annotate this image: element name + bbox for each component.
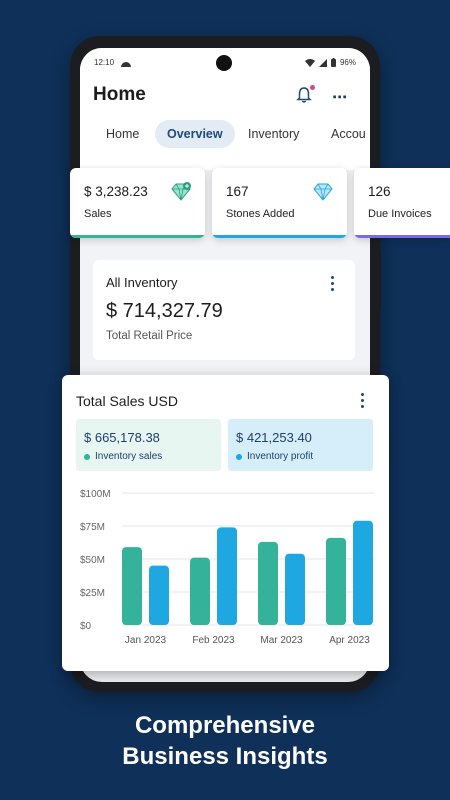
summary-legend: Inventory profit [236,451,313,462]
inventory-title: All Inventory [106,275,178,290]
signal-icon [318,58,327,67]
x-tick-label: Feb 2023 [192,635,235,646]
y-tick-label: $0 [80,621,92,632]
notification-badge [310,85,315,90]
battery-icon [330,58,336,67]
status-time: 12:10 [94,58,115,67]
battery-level: 96% [339,58,356,67]
sales-bar-chart: $0 $25M $50M $75M $100M Jan 2023 Feb 2023 Mar 2… [80,483,389,663]
bar [217,527,237,625]
stat-accent-bar [70,235,205,238]
bar [149,565,169,625]
summary-legend: Inventory sales [84,451,162,462]
stat-card-invoices[interactable]: 126 Due Invoices [354,168,450,238]
legend-dot [84,453,90,460]
stat-accent-bar [354,235,450,238]
chart-clip [375,483,389,663]
more-horizontal-icon[interactable]: ⋯ [332,89,348,106]
inventory-value: $ 714,327.79 [106,300,223,322]
phone-side-button [378,250,381,310]
bar [285,553,305,625]
caption-line-1: Comprehensive [134,712,316,739]
stat-accent-bar [212,235,347,238]
promo-caption: Comprehensive Business Insights [0,710,450,772]
stat-label: Due Invoices [368,208,432,220]
status-bar: 12:10 96% [94,58,356,72]
total-sales-card: Total Sales USD $ 665,178.38 Inventory s… [62,375,389,671]
stat-value: 167 [226,184,249,199]
stat-label: Sales [84,208,112,220]
tab-bar: Home Overview Inventory Accou [93,120,370,148]
summary-inventory-profit: $ 421,253.40 Inventory profit [228,419,373,471]
bar [190,557,210,625]
tab-home[interactable]: Home [106,127,140,141]
summary-label: Inventory profit [247,451,314,462]
summary-inventory-sales: $ 665,178.38 Inventory sales [76,419,221,471]
bar [326,537,346,625]
android-icon [120,59,132,69]
bar [258,541,278,625]
tab-accounts[interactable]: Accou [331,127,366,141]
bar [353,520,373,625]
diamond-icon [313,183,333,201]
bar [122,547,142,625]
wifi-icon [304,58,315,67]
stat-card-sales[interactable]: $ 3,238.23 Sales [70,168,205,238]
diamond-plus-icon [171,182,191,201]
caption-line-2: Business Insights [122,743,328,770]
more-vertical-icon[interactable] [331,276,335,294]
summary-label: Inventory sales [95,451,163,462]
stat-value: $ 3,238.23 [84,184,148,199]
legend-dot [236,453,242,460]
page-title: Home [93,84,146,105]
stat-card-stones[interactable]: 167 Stones Added [212,168,347,238]
tab-overview[interactable]: Overview [155,120,235,148]
x-tick-label: Apr 2023 [329,635,370,646]
x-tick-label: Jan 2023 [125,635,167,646]
y-tick-label: $50M [80,555,105,566]
summary-value: $ 665,178.38 [84,430,160,445]
inventory-subtitle: Total Retail Price [106,330,193,342]
x-tick-label: Mar 2023 [260,635,303,646]
y-tick-label: $75M [80,522,105,533]
y-tick-label: $100M [80,489,111,500]
camera-cutout [216,55,232,71]
chart-title: Total Sales USD [76,393,178,409]
summary-value: $ 421,253.40 [236,430,312,445]
stat-value: 126 [368,184,391,199]
bell-icon[interactable] [295,86,313,104]
inventory-card[interactable]: All Inventory $ 714,327.79 Total Retail … [93,260,355,360]
more-vertical-icon[interactable] [361,393,365,411]
y-tick-label: $25M [80,588,105,599]
stat-label: Stones Added [226,208,295,220]
tab-inventory[interactable]: Inventory [248,127,300,141]
